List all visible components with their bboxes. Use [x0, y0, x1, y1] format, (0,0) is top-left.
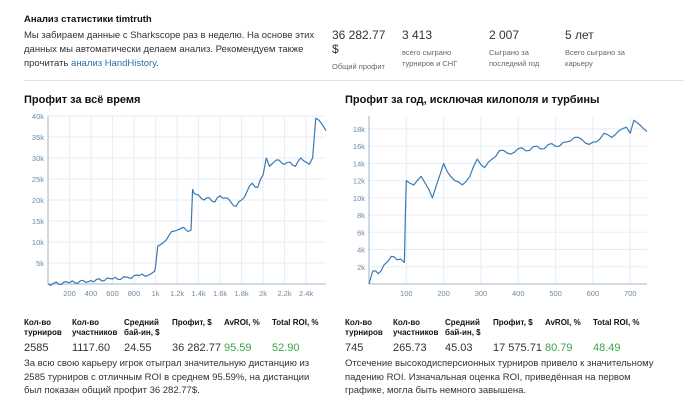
col-header: Кол-во участников	[393, 318, 439, 337]
last-year-y-tick-label: 10k	[353, 194, 365, 203]
col-tournaments: Кол-во турниров 745	[345, 318, 389, 354]
col-value: 17 575.71	[493, 342, 542, 354]
last-year-y-tick-label: 4k	[357, 246, 365, 255]
stat-total-tournaments: 3 413 всего сыграно турниров и СНГ	[402, 28, 472, 69]
summary-all-time: За всю свою карьеру игрок отыграл значит…	[24, 358, 310, 396]
col-header: Кол-во турниров	[24, 318, 62, 337]
col-header: Кол-во участников	[72, 318, 118, 337]
col-header: Профит, $	[172, 318, 212, 327]
all-time-x-tick-label: 2.4k	[299, 289, 313, 298]
col-total-roi: Total ROI, % 48.49	[593, 318, 641, 354]
col-value: 48.49	[593, 342, 621, 354]
col-value: 1117.60	[72, 342, 111, 354]
col-value: 24.55	[124, 342, 152, 354]
col-header: Средний бай-ин, $	[124, 318, 160, 337]
last-year-y-tick-label: 12k	[353, 177, 365, 186]
col-profit: Профит, $ 17 575.71	[493, 318, 543, 354]
profit-all-time-chart: 5k 10k 15k 20k 25k 30k 35k 40k 200 400 600 800 1k 1.2…	[32, 112, 327, 298]
col-value: 95.59	[224, 342, 252, 354]
last-year-x-tick-label: 700	[624, 289, 637, 298]
col-tournaments: Кол-во турниров 2585	[24, 318, 68, 354]
all-time-y-tick-label: 25k	[32, 175, 44, 184]
all-time-y-tick-label: 40k	[32, 112, 44, 121]
last-year-x-tick-label: 400	[512, 289, 525, 298]
all-time-x-tick-label: 1.6k	[213, 289, 227, 298]
last-year-x-tick-label: 600	[587, 289, 600, 298]
analysis-description: Мы забираем данные с Sharkscope раз в не…	[24, 29, 319, 71]
col-header: Средний бай-ин, $	[445, 318, 481, 337]
stat-career: 5 лет Всего сыграно за карьеру	[565, 28, 631, 69]
all-time-x-tick-label: 1.4k	[191, 289, 205, 298]
col-header: Профит, $	[493, 318, 533, 327]
stat-label: Общий профит	[332, 62, 385, 71]
analysis-description-text: Мы забираем данные с Sharkscope раз в не…	[24, 30, 315, 69]
last-year-y-tick-label: 18k	[353, 125, 365, 134]
last-year-x-tick-label: 100	[400, 289, 413, 298]
stat-label: Сыграно за последний год	[489, 48, 540, 68]
all-time-x-tick-label: 1.2k	[170, 289, 184, 298]
col-avroi: AvROI, % 80.79	[545, 318, 589, 354]
all-time-x-tick-label: 1.8k	[234, 289, 248, 298]
all-time-y-tick-label: 15k	[32, 217, 44, 226]
stat-value: 2 007	[489, 28, 520, 42]
last-year-y-tick-label: 2k	[357, 263, 365, 272]
col-value: 52.90	[272, 342, 300, 354]
stat-value: 5 лет	[565, 28, 594, 42]
col-header: AvROI, %	[224, 318, 260, 327]
analysis-title: Анализ статистики timtruth	[24, 14, 152, 25]
col-participants: Кол-во участников 1117.60	[72, 318, 122, 354]
col-participants: Кол-во участников 265.73	[393, 318, 443, 354]
col-profit: Профит, $ 36 282.77	[172, 318, 222, 354]
last-year-y-tick-label: 8k	[357, 211, 365, 220]
stat-label: Всего сыграно за карьеру	[565, 48, 625, 68]
summary-last-year: Отсечение высокодисперсионных турниров п…	[345, 358, 654, 396]
last-year-x-tick-label: 500	[549, 289, 562, 298]
all-time-x-tick-label: 400	[85, 289, 98, 298]
handhistory-analysis-link[interactable]: анализ HandHistory	[71, 58, 157, 69]
col-header: AvROI, %	[545, 318, 581, 327]
col-header: Кол-во турниров	[345, 318, 383, 337]
col-avg-buyin: Средний бай-ин, $ 24.55	[124, 318, 172, 354]
summary-header: Анализ статистики timtruth Мы забираем д…	[24, 14, 684, 76]
all-time-y-tick-label: 35k	[32, 133, 44, 142]
col-total-roi: Total ROI, % 52.90	[272, 318, 320, 354]
col-value: 745	[345, 342, 364, 354]
last-year-x-tick-label: 300	[475, 289, 488, 298]
all-time-x-tick-label: 200	[63, 289, 76, 298]
last-year-y-tick-label: 6k	[357, 228, 365, 237]
stat-label: всего сыграно турниров и СНГ	[402, 48, 458, 68]
all-time-x-tick-label: 800	[128, 289, 141, 298]
col-value: 265.73	[393, 342, 427, 354]
all-time-y-tick-label: 5k	[36, 259, 44, 268]
col-avroi: AvROI, % 95.59	[224, 318, 268, 354]
all-time-profit-line	[47, 117, 327, 286]
last-year-y-tick-label: 16k	[353, 142, 365, 151]
last-year-x-tick-label: 200	[437, 289, 450, 298]
analysis-description-end: .	[156, 58, 159, 69]
last-year-y-tick-label: 14k	[353, 159, 365, 168]
col-value: 2585	[24, 342, 49, 354]
profit-last-year-chart: 2k 4k 6k 8k 10k 12k 14k 16k 18k 100 200 300 400 500 60…	[353, 116, 648, 298]
stat-last-year: 2 007 Сыграно за последний год	[489, 28, 549, 69]
chart-title-all-time: Профит за всё время	[24, 94, 141, 106]
stat-total-profit: 36 282.77 $ Общий профит	[332, 28, 390, 72]
all-time-y-tick-label: 20k	[32, 196, 44, 205]
section-divider	[24, 80, 684, 81]
all-time-y-tick-label: 30k	[32, 154, 44, 163]
col-header: Total ROI, %	[272, 318, 319, 327]
last-year-profit-line	[368, 119, 648, 285]
col-value: 80.79	[545, 342, 573, 354]
col-value: 45.03	[445, 342, 473, 354]
col-avg-buyin: Средний бай-ин, $ 45.03	[445, 318, 493, 354]
chart-title-last-year: Профит за год, исключая килополя и турби…	[345, 94, 600, 106]
all-time-x-tick-label: 2.2k	[278, 289, 292, 298]
col-header: Total ROI, %	[593, 318, 640, 327]
all-time-y-tick-label: 10k	[32, 238, 44, 247]
stat-value: 3 413	[402, 28, 433, 42]
stat-value: 36 282.77 $	[332, 28, 386, 56]
all-time-x-tick-label: 2k	[259, 289, 267, 298]
all-time-x-tick-label: 1k	[152, 289, 160, 298]
all-time-x-tick-label: 600	[106, 289, 119, 298]
col-value: 36 282.77	[172, 342, 221, 354]
